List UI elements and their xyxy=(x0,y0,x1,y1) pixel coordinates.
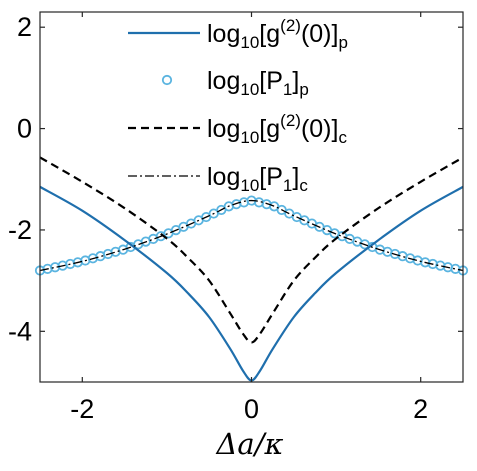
legend-label: log10[P1]p xyxy=(207,67,309,99)
legend: log10[g(2)(0)]p log10[P1]p log10[g(2)(0)]c… xyxy=(128,16,348,195)
series-2-markers xyxy=(34,195,469,276)
legend-entry-2: log10[P1]p xyxy=(161,67,309,99)
series-layer xyxy=(34,156,469,382)
legend-marker xyxy=(161,74,173,86)
y-tick-label: -4 xyxy=(8,316,32,346)
x-tick-label: 0 xyxy=(244,394,259,424)
legend-label: log10[g(2)(0)]p xyxy=(207,16,348,52)
y-tick-label: -2 xyxy=(8,215,32,245)
legend-label: log10[g(2)(0)]c xyxy=(207,111,347,147)
series-3-line xyxy=(39,156,464,344)
legend-entry-1: log10[g(2)(0)]p xyxy=(128,16,348,52)
x-tick-label: 2 xyxy=(413,394,428,424)
legend-entry-3: log10[g(2)(0)]c xyxy=(128,111,347,147)
legend-entry-4: log10[P1]c xyxy=(128,163,308,195)
series-1-line xyxy=(39,185,464,382)
x-tick-label: -2 xyxy=(70,394,94,424)
x-axis-label: Δa/κ xyxy=(215,427,283,461)
axes-layer: -2 0 2 -4 -2 0 2 xyxy=(8,11,464,424)
y-tick-label: 0 xyxy=(17,114,32,144)
series-4-line xyxy=(39,199,464,272)
legend-label: log10[P1]c xyxy=(207,163,308,195)
y-tick-label: 2 xyxy=(17,12,32,42)
